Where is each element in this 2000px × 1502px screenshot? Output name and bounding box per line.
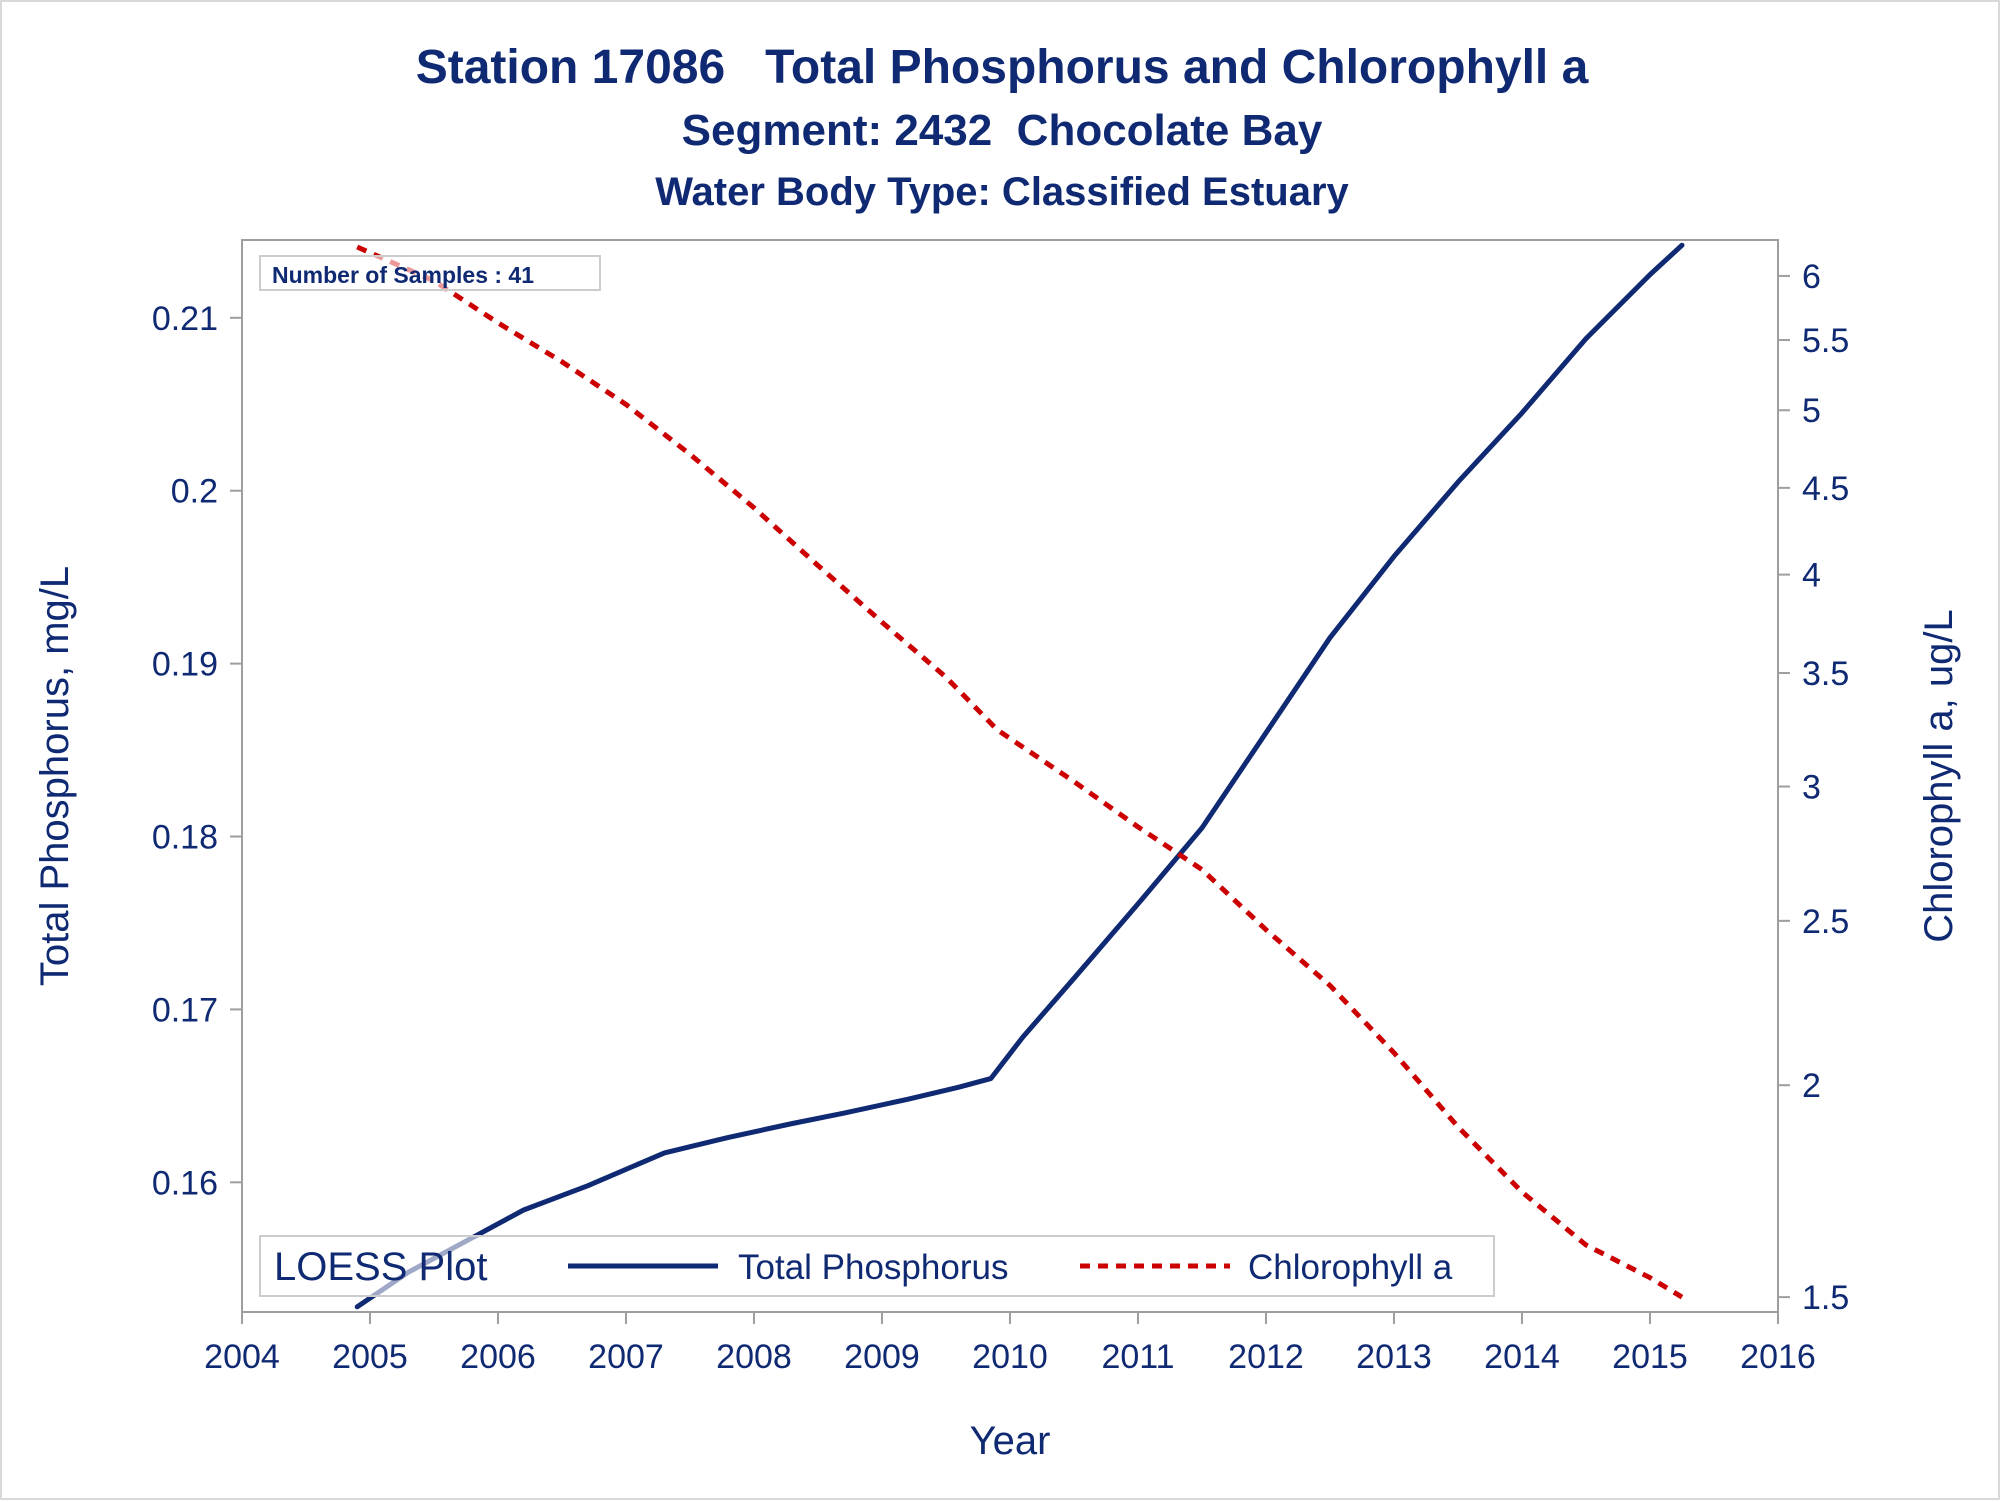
- chart-subtitle-waterbody: Water Body Type: Classified Estuary: [655, 170, 1349, 214]
- y-left-tick-label: 0.16: [152, 1164, 218, 1202]
- legend-label-total-phosphorus: Total Phosphorus: [738, 1248, 1008, 1287]
- x-tick-label: 2014: [1484, 1338, 1560, 1376]
- x-tick-label: 2007: [588, 1338, 664, 1376]
- legend-box: [259, 1235, 1495, 1297]
- x-tick-label: 2012: [1228, 1338, 1304, 1376]
- x-tick-label: 2015: [1612, 1338, 1688, 1376]
- chart-subtitle-segment: Segment: 2432 Chocolate Bay: [681, 106, 1323, 155]
- y-right-tick-label: 2: [1802, 1067, 1821, 1105]
- y-right-tick-label: 4.5: [1802, 470, 1849, 508]
- x-tick-label: 2008: [716, 1338, 792, 1376]
- y-left-tick-label: 0.19: [152, 646, 218, 684]
- chlorophyll-a-series-line: [356, 244, 1684, 1300]
- y-left-axis-label: Total Phosphorus, mg/L: [33, 566, 77, 986]
- x-axis-label: Year: [970, 1419, 1051, 1463]
- y-right-tick-label: 5: [1802, 392, 1821, 430]
- x-tick-label: 2010: [972, 1338, 1048, 1376]
- y-right-tick-label: 6: [1802, 258, 1821, 296]
- x-tick-label: 2006: [460, 1338, 536, 1376]
- y-right-tick-label: 1.5: [1802, 1279, 1849, 1317]
- plot-area-frame: [241, 239, 1779, 1313]
- y-right-axis-label: Chlorophyll a, ug/L: [1917, 609, 1961, 943]
- y-right-tick-label: 3.5: [1802, 655, 1849, 693]
- x-tick-label: 2011: [1101, 1338, 1174, 1376]
- x-tick-label: 2013: [1356, 1338, 1432, 1376]
- y-left-tick-label: 0.21: [152, 300, 218, 338]
- x-tick-label: 2005: [332, 1338, 408, 1376]
- y-right-tick-label: 5.5: [1802, 322, 1849, 360]
- x-tick-label: 2009: [844, 1338, 920, 1376]
- sample-count-label: Number of Samples : 41: [272, 262, 534, 288]
- y-left-tick-label: 0.2: [171, 473, 218, 511]
- total-phosphorus-series-line: [354, 242, 1685, 1310]
- chart-title: Station 17086 Total Phosphorus and Chlor…: [415, 41, 1589, 94]
- legend: LOESS Plot Total Phosphorus Chlorophyll a: [259, 1235, 1495, 1297]
- y-left-tick-label: 0.17: [152, 991, 218, 1029]
- y-left-tick-label: 0.18: [152, 819, 218, 857]
- y-right-tick-label: 3: [1802, 769, 1821, 807]
- y-right-tick-label: 2.5: [1802, 903, 1849, 941]
- x-tick-label: 2004: [204, 1338, 280, 1376]
- y-right-tick-label: 4: [1802, 557, 1821, 595]
- legend-label-chlorophyll-a: Chlorophyll a: [1248, 1248, 1453, 1287]
- legend-title: LOESS Plot: [274, 1245, 487, 1289]
- sample-count-box: [259, 255, 601, 291]
- x-tick-label: 2016: [1740, 1338, 1816, 1376]
